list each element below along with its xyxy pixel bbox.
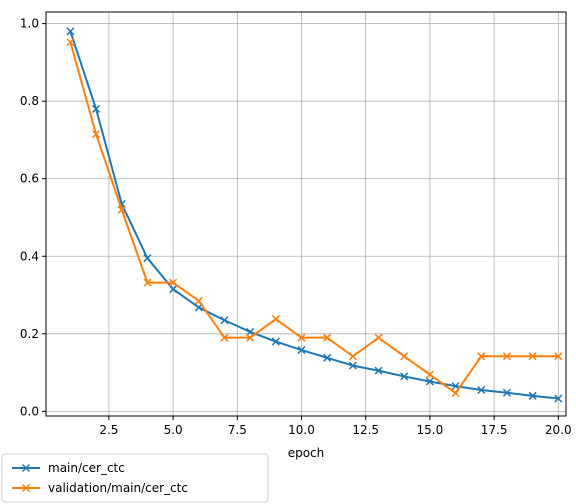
x-tick-label: 17.5: [481, 423, 508, 437]
x-axis-label: epoch: [288, 446, 325, 460]
y-tick-label: 0.0: [20, 404, 39, 418]
y-tick-label: 0.4: [20, 249, 39, 263]
legend: main/cer_ctc validation/main/cer_ctc: [2, 454, 268, 502]
y-tick-label: 1.0: [20, 17, 39, 31]
x-tick-label: 2.5: [99, 423, 118, 437]
x-tick-label: 5.0: [164, 423, 183, 437]
y-tick-label: 0.6: [20, 172, 39, 186]
x-tick-label: 10.0: [288, 423, 315, 437]
y-tick-label: 0.8: [20, 94, 39, 108]
y-tick-label: 0.2: [20, 327, 39, 341]
x-tick-label: 7.5: [228, 423, 247, 437]
legend-label: validation/main/cer_ctc: [48, 481, 188, 495]
x-tick-label: 20.0: [545, 423, 572, 437]
legend-label: main/cer_ctc: [48, 461, 125, 475]
x-tick-label: 15.0: [417, 423, 444, 437]
x-tick-label: 12.5: [352, 423, 379, 437]
